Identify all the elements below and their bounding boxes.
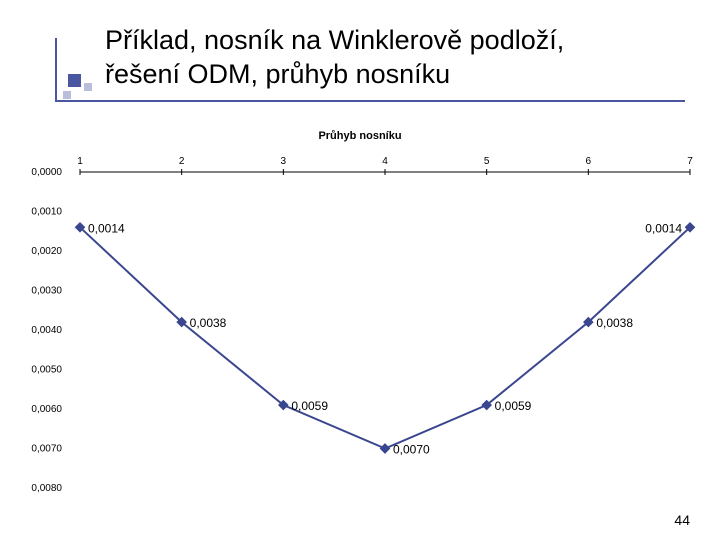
x-tick-label: 2 (179, 156, 185, 167)
data-label: 0,0038 (596, 316, 633, 330)
y-tick-label: 0,0080 (31, 483, 62, 494)
data-label: 0,0014 (88, 221, 125, 235)
y-tick-label: 0,0010 (31, 207, 62, 218)
accent-square-low (63, 91, 71, 99)
data-label: 0,0059 (291, 399, 328, 413)
x-tick-label: 7 (687, 156, 693, 167)
y-tick-label: 0,0050 (31, 365, 62, 376)
data-label: 0,0059 (495, 399, 532, 413)
y-tick-label: 0,0030 (31, 286, 62, 297)
data-label: 0,0038 (190, 316, 227, 330)
chart-title: Průhyb nosníku (20, 130, 700, 142)
accent-square-mid (84, 83, 92, 91)
title-line-2: řešení ODM, průhyb nosníku (105, 59, 450, 89)
accent-square-large (68, 74, 81, 87)
line-chart: 0,0000 0,0010 0,0020 0,0030 0,0040 0,0050 0,00… (20, 148, 700, 498)
chart-region: Průhyb nosníku 0,00000,00100,00200,00300… (20, 130, 700, 502)
marker-diamond (380, 444, 389, 453)
page-number: 44 (674, 512, 690, 528)
series-line (80, 227, 690, 448)
y-tick-label: 0,0060 (31, 404, 62, 415)
x-tick-label: 5 (484, 156, 490, 167)
y-tick-label: 0,0020 (31, 246, 62, 257)
accent-rule-horizontal (55, 100, 685, 102)
title-line-1: Příklad, nosník na Winklerově podloží, (105, 25, 564, 55)
slide-title: Příklad, nosník na Winklerově podloží, ř… (105, 24, 685, 92)
x-tick-label: 6 (586, 156, 592, 167)
data-label: 0,0070 (393, 443, 430, 457)
slide: Příklad, nosník na Winklerově podloží, ř… (0, 0, 720, 540)
x-tick-label: 1 (77, 156, 83, 167)
accent-rule-vertical (55, 38, 57, 102)
x-tick-label: 3 (281, 156, 287, 167)
y-tick-label: 0,0070 (31, 444, 62, 455)
y-tick-label: 0,0040 (31, 325, 62, 336)
y-tick-label: 0,0000 (31, 167, 62, 178)
data-label: 0,0014 (645, 221, 682, 235)
x-tick-label: 4 (382, 156, 388, 167)
